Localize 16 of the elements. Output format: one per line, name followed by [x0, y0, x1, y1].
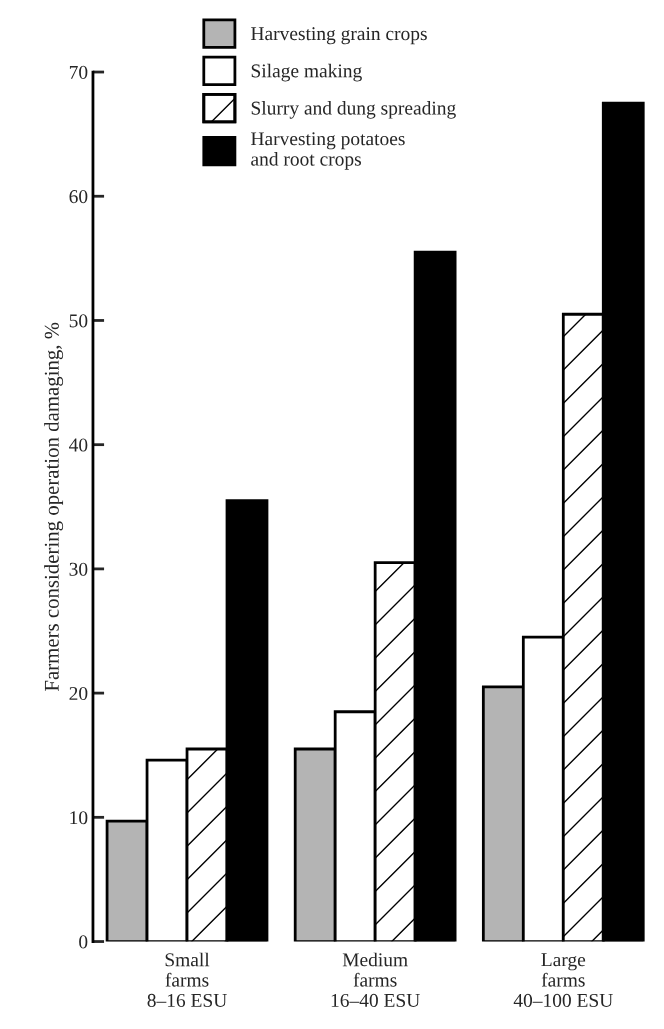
y-tick-label: 60 [69, 190, 88, 204]
y-tick-label: 70 [69, 65, 88, 79]
y-tick-label: 50 [69, 314, 88, 328]
x-tick-label: Medium farms 16–40 ESU [331, 952, 420, 1007]
legend-label: Harvesting grain crops [251, 27, 427, 45]
y-tick-label: 10 [70, 811, 88, 825]
legend-label: Slurry and dung spreading [251, 100, 456, 119]
legend-label: Silage making [251, 63, 362, 82]
y-tick-label: 40 [69, 438, 88, 452]
y-axis-title: Farmers considering operation damaging, % [44, 322, 64, 692]
x-tick-label: Large farms 40–100 ESU [513, 953, 613, 1007]
y-tick-label: 30 [69, 562, 88, 576]
legend-label: Harvesting potatoes and root crops [251, 132, 405, 170]
y-tick-label: 20 [69, 686, 88, 701]
x-tick-label: Small farms 8–16 ESU [147, 952, 227, 1007]
y-tick-label: 0 [79, 935, 88, 949]
